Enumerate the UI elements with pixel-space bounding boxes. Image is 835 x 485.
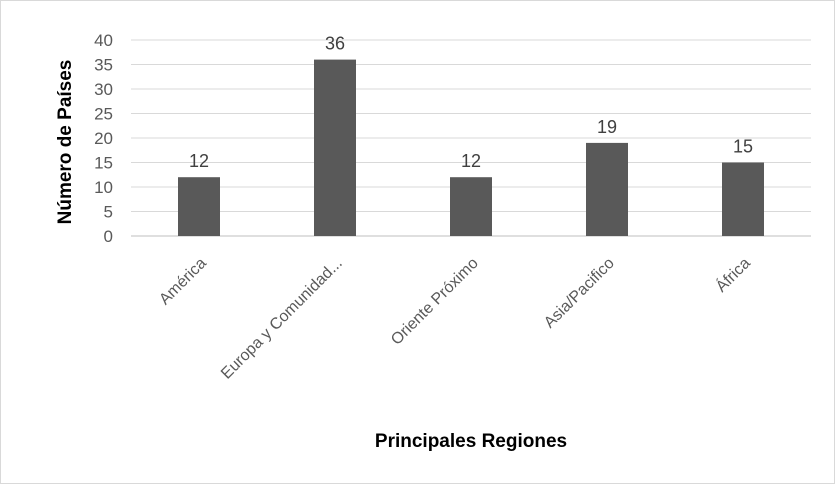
x-category-label: África (711, 253, 753, 295)
bar (586, 142, 628, 236)
x-category-label: Oriente Próximo (388, 255, 482, 349)
y-axis-ticks: 0 5 10 15 20 25 30 35 40 (94, 31, 113, 246)
x-category-label: Europa y Comunidad... (218, 255, 346, 383)
data-labels: 12 36 12 19 15 (189, 34, 753, 172)
gridlines (131, 39, 811, 237)
y-tick-label: 10 (94, 178, 113, 197)
x-axis-categories: América Europa y Comunidad... Oriente Próx… (156, 253, 754, 382)
data-label: 19 (597, 117, 617, 137)
bar (450, 177, 492, 236)
y-tick-label: 30 (94, 80, 113, 99)
x-axis-title: Principales Regiones (375, 431, 567, 452)
y-tick-label: 15 (94, 154, 113, 173)
data-label: 12 (189, 151, 209, 171)
y-axis-title: Número de Países (55, 60, 76, 225)
data-label: 12 (461, 151, 481, 171)
y-tick-label: 25 (94, 105, 113, 124)
y-tick-label: 5 (104, 203, 113, 222)
y-tick-label: 35 (94, 56, 113, 75)
y-tick-label: 0 (104, 227, 113, 246)
bar (722, 162, 764, 236)
data-label: 15 (733, 137, 753, 157)
x-category-label: Asia/Pacifico (541, 255, 618, 332)
y-tick-label: 20 (94, 129, 113, 148)
bar (314, 59, 356, 236)
bar (178, 177, 220, 236)
data-label: 36 (325, 34, 345, 54)
x-category-label: América (156, 255, 210, 309)
bars (178, 59, 764, 236)
y-tick-label: 40 (94, 31, 113, 50)
